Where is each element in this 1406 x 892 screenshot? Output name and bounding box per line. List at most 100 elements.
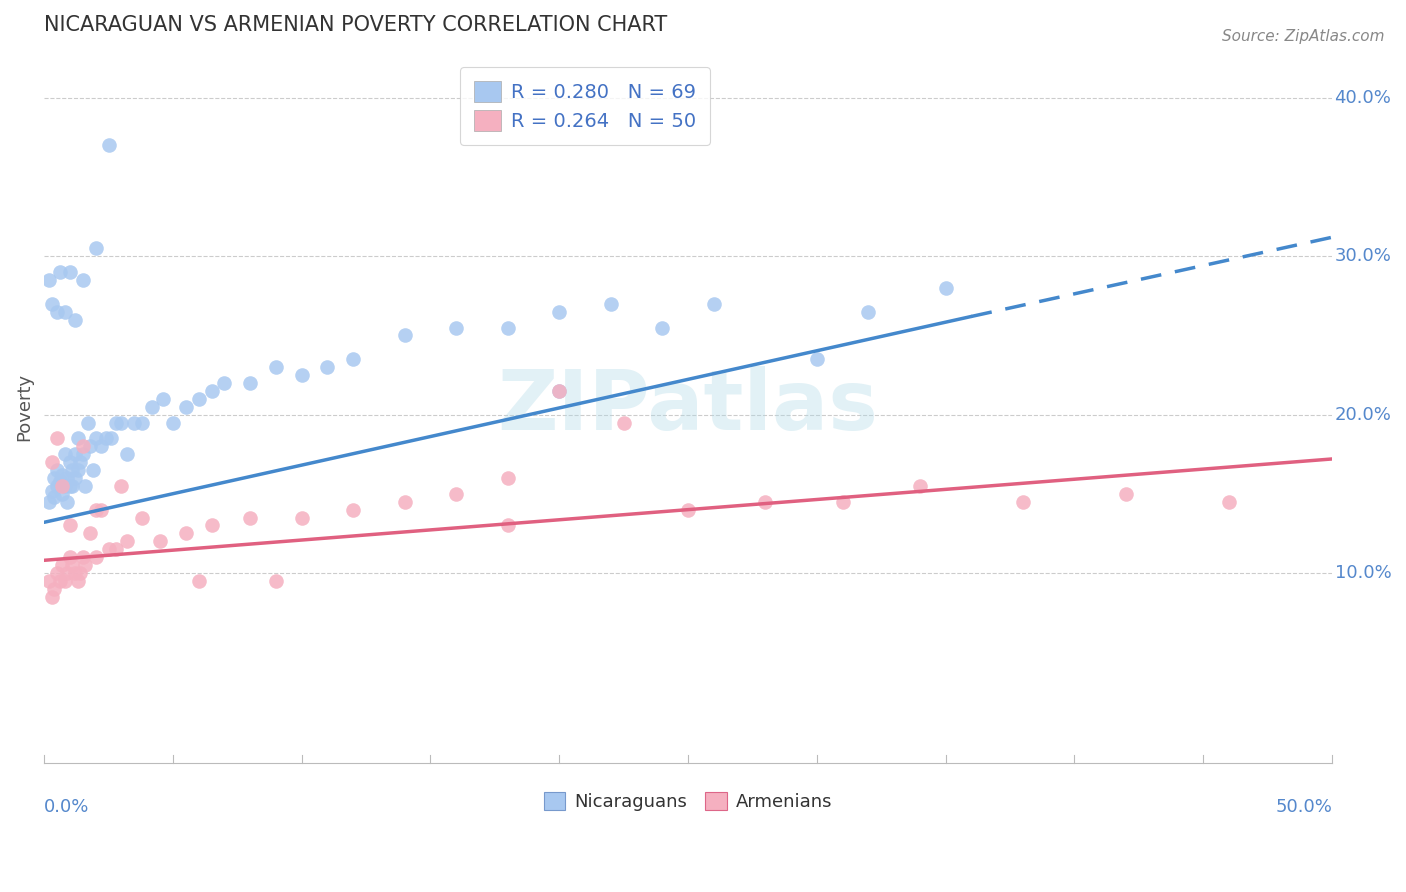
- Point: [703, 297, 725, 311]
- Point: [806, 352, 828, 367]
- Point: [239, 510, 262, 524]
- Text: ZIPatlas: ZIPatlas: [498, 367, 879, 447]
- Point: [100, 431, 122, 445]
- Point: [131, 416, 153, 430]
- Point: [200, 384, 222, 398]
- Point: [1115, 487, 1137, 501]
- Point: [754, 494, 776, 508]
- Point: [46, 566, 69, 580]
- Point: [1218, 494, 1240, 508]
- Point: [152, 392, 174, 406]
- Point: [46, 463, 69, 477]
- Point: [51, 487, 73, 501]
- Point: [79, 439, 101, 453]
- Point: [75, 479, 97, 493]
- Point: [496, 518, 519, 533]
- Point: [62, 479, 84, 493]
- Point: [115, 534, 138, 549]
- Point: [77, 416, 100, 430]
- Text: 30.0%: 30.0%: [1334, 247, 1392, 265]
- Point: [548, 384, 571, 398]
- Point: [79, 526, 101, 541]
- Point: [110, 416, 132, 430]
- Point: [48, 474, 70, 488]
- Point: [41, 455, 63, 469]
- Point: [444, 487, 467, 501]
- Point: [75, 558, 97, 572]
- Point: [149, 534, 172, 549]
- Point: [66, 431, 89, 445]
- Point: [908, 479, 931, 493]
- Point: [62, 558, 84, 572]
- Point: [63, 312, 86, 326]
- Point: [174, 526, 197, 541]
- Point: [394, 494, 416, 508]
- Point: [174, 400, 197, 414]
- Point: [651, 320, 673, 334]
- Point: [72, 439, 94, 453]
- Point: [72, 447, 94, 461]
- Point: [46, 431, 69, 445]
- Point: [38, 574, 60, 588]
- Point: [97, 138, 120, 153]
- Point: [56, 471, 79, 485]
- Point: [496, 320, 519, 334]
- Legend: R = 0.280   N = 69, R = 0.264   N = 50: R = 0.280 N = 69, R = 0.264 N = 50: [460, 67, 710, 145]
- Point: [59, 550, 82, 565]
- Point: [162, 416, 184, 430]
- Point: [48, 265, 70, 279]
- Text: 50.0%: 50.0%: [1275, 797, 1331, 816]
- Point: [214, 376, 236, 390]
- Point: [548, 304, 571, 318]
- Point: [858, 304, 880, 318]
- Point: [935, 281, 957, 295]
- Point: [548, 384, 571, 398]
- Point: [72, 550, 94, 565]
- Point: [291, 510, 314, 524]
- Point: [44, 582, 66, 596]
- Text: NICARAGUAN VS ARMENIAN POVERTY CORRELATION CHART: NICARAGUAN VS ARMENIAN POVERTY CORRELATI…: [44, 15, 668, 35]
- Point: [115, 447, 138, 461]
- Point: [84, 431, 107, 445]
- Point: [63, 447, 86, 461]
- Point: [105, 416, 128, 430]
- Point: [59, 479, 82, 493]
- Point: [200, 518, 222, 533]
- Point: [316, 360, 339, 375]
- Point: [84, 502, 107, 516]
- Point: [69, 566, 91, 580]
- Point: [90, 439, 112, 453]
- Point: [66, 574, 89, 588]
- Point: [613, 416, 636, 430]
- Point: [122, 416, 145, 430]
- Point: [72, 273, 94, 287]
- Point: [53, 447, 76, 461]
- Point: [342, 352, 364, 367]
- Point: [264, 360, 287, 375]
- Point: [59, 518, 82, 533]
- Text: 0.0%: 0.0%: [44, 797, 90, 816]
- Point: [59, 455, 82, 469]
- Point: [51, 467, 73, 482]
- Point: [59, 265, 82, 279]
- Point: [1012, 494, 1035, 508]
- Text: 20.0%: 20.0%: [1334, 406, 1392, 424]
- Point: [291, 368, 314, 382]
- Point: [105, 542, 128, 557]
- Point: [110, 479, 132, 493]
- Point: [53, 304, 76, 318]
- Y-axis label: Poverty: Poverty: [15, 373, 32, 441]
- Point: [41, 590, 63, 604]
- Point: [187, 574, 209, 588]
- Point: [46, 304, 69, 318]
- Point: [444, 320, 467, 334]
- Point: [56, 566, 79, 580]
- Point: [131, 510, 153, 524]
- Point: [66, 463, 89, 477]
- Point: [187, 392, 209, 406]
- Point: [394, 328, 416, 343]
- Point: [84, 241, 107, 255]
- Point: [41, 297, 63, 311]
- Point: [69, 455, 91, 469]
- Point: [141, 400, 163, 414]
